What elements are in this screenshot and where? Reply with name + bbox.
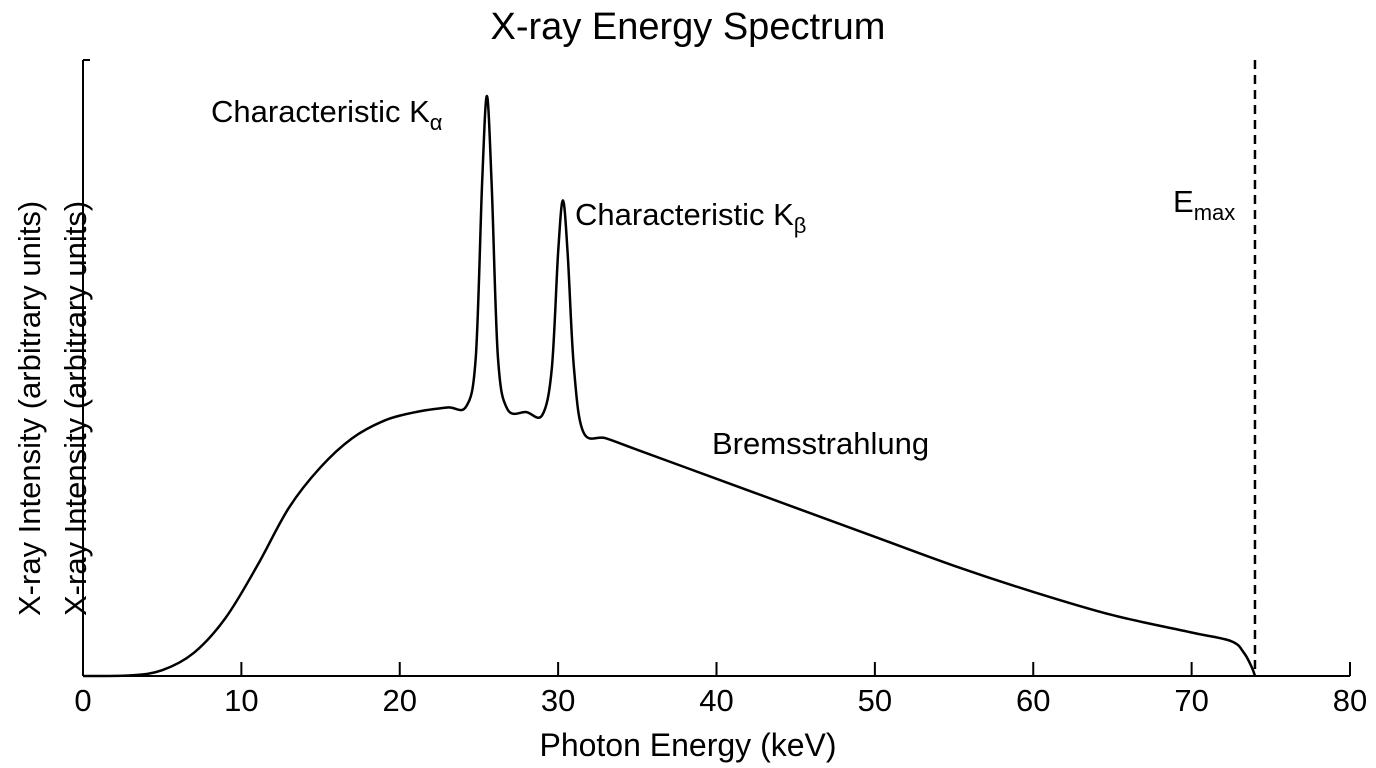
annotation-emax-text: E [1173, 184, 1194, 219]
annotation-bremsstrahlung: Bremsstrahlung [712, 426, 930, 461]
annotation-k-alpha-text: Characteristic K [211, 94, 430, 129]
x-tick-label: 40 [699, 683, 733, 718]
annotation-k-beta-subscript: β [793, 213, 807, 238]
x-tick-label: 0 [74, 683, 91, 718]
x-tick-label: 50 [858, 683, 892, 718]
annotation-k-beta: Characteristic Kβ [575, 197, 806, 239]
x-tick-label: 30 [541, 683, 575, 718]
annotation-emax-subscript: max [1193, 200, 1236, 225]
x-tick-label: 10 [224, 683, 258, 718]
chart-title: X-ray Energy Spectrum [490, 6, 886, 48]
x-tick-label: 80 [1333, 683, 1367, 718]
annotation-k-beta-text: Characteristic K [575, 197, 794, 232]
annotation-emax: Emax [1173, 184, 1235, 226]
x-tick-label: 70 [1174, 683, 1208, 718]
x-axis-label: Photon Energy (keV) [539, 727, 837, 763]
spectrum-line [82, 94, 1257, 678]
x-ticks: 0 10 20 30 40 50 60 70 80 [74, 662, 1367, 718]
x-tick-label: 60 [1016, 683, 1050, 718]
x-tick-label: 20 [383, 683, 417, 718]
annotation-k-alpha: Characteristic Kα [211, 94, 443, 136]
annotation-k-alpha-subscript: α [429, 110, 443, 135]
